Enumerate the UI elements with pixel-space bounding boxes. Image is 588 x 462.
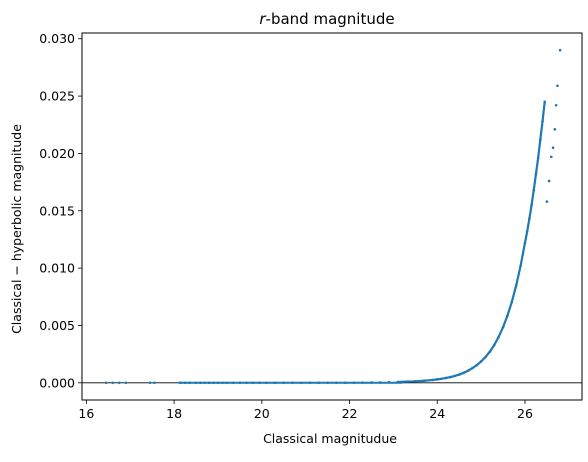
data-point	[199, 381, 202, 385]
data-point	[148, 381, 152, 385]
y-tick-label: 0.030	[39, 31, 75, 46]
y-tick-label: 0.005	[39, 318, 75, 333]
data-point	[188, 381, 191, 385]
data-point	[343, 381, 347, 385]
data-point	[547, 179, 551, 183]
data-point	[352, 381, 356, 385]
x-tick-label: 26	[517, 406, 533, 421]
y-tick-label: 0.015	[39, 203, 75, 218]
data-point	[183, 381, 187, 385]
data-point	[225, 381, 229, 385]
data-point	[117, 381, 121, 385]
data-point	[207, 381, 211, 385]
data-point	[551, 146, 555, 149]
data-point	[326, 381, 329, 385]
y-tick-label: 0.000	[39, 375, 75, 390]
data-point	[203, 381, 207, 385]
x-tick-label: 24	[429, 406, 445, 421]
data-point	[299, 381, 303, 385]
data-point	[370, 381, 373, 384]
y-axis-label: Classical − hyperbolic magnitude	[9, 124, 24, 334]
data-point	[104, 381, 108, 385]
data-point	[308, 381, 312, 385]
data-point	[153, 381, 156, 385]
data-point	[216, 381, 220, 385]
chart-title: r-band magnitude	[259, 10, 394, 28]
data-point	[282, 381, 286, 385]
data-point	[291, 381, 294, 385]
data-point	[387, 380, 391, 384]
x-tick-label: 16	[78, 406, 94, 421]
data-point	[221, 381, 224, 385]
data-point	[556, 84, 559, 88]
x-tick-label: 22	[342, 406, 358, 421]
y-tick-label: 0.025	[39, 89, 75, 104]
data-point	[273, 381, 277, 385]
y-tick-label: 0.020	[39, 146, 75, 161]
data-point	[245, 381, 248, 385]
data-point	[317, 381, 321, 385]
data-point	[212, 381, 215, 385]
data-point	[232, 381, 235, 385]
dense-point-curve	[397, 101, 546, 384]
data-point	[251, 381, 255, 385]
x-axis-label: Classical magnitudue	[263, 431, 397, 446]
data-point	[264, 381, 268, 385]
data-point	[549, 155, 553, 159]
data-point	[378, 381, 382, 384]
data-point	[545, 200, 549, 203]
data-point	[335, 381, 338, 385]
x-tick-label: 20	[254, 406, 270, 421]
data-point	[258, 381, 261, 385]
x-tick-label: 18	[166, 406, 182, 421]
y-tick-label: 0.010	[39, 261, 75, 276]
data-point	[124, 381, 128, 385]
data-point	[179, 381, 182, 385]
data-point	[558, 48, 562, 52]
axes-frame	[81, 32, 583, 401]
data-point	[238, 381, 242, 385]
data-point	[361, 381, 365, 384]
chart-title-italic: r	[259, 10, 266, 28]
data-point	[194, 381, 198, 385]
data-point	[554, 103, 558, 107]
chart-title-rest: -band magnitude	[266, 10, 395, 28]
data-point	[111, 381, 115, 385]
data-point	[553, 128, 557, 131]
plot-area: 16 18 20 22 24 26 0.000 0.005 0.010 0.015 0.020 0.0…	[39, 31, 583, 421]
